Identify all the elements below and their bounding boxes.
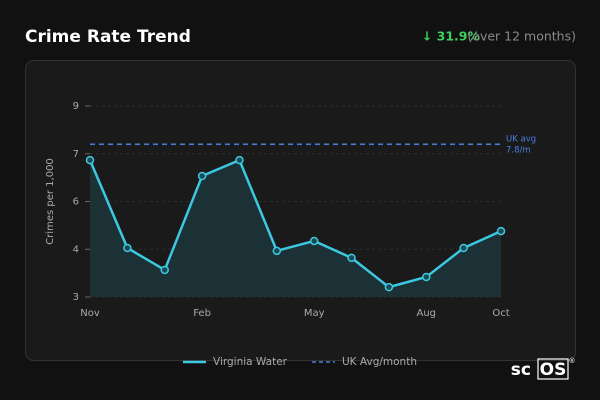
x-tick-label: Feb xyxy=(193,308,211,319)
data-point xyxy=(459,243,468,253)
legend-label: UK Avg/month xyxy=(342,356,417,368)
data-point xyxy=(197,171,207,181)
area xyxy=(90,160,501,297)
data-point xyxy=(85,155,95,165)
x-tick-label: Oct xyxy=(492,308,509,319)
series-line xyxy=(88,158,502,289)
legend-label: Virginia Water xyxy=(213,356,288,368)
change-note: (over 12 months) xyxy=(467,29,576,44)
y-tick-label: 9 xyxy=(73,101,79,112)
logo-box xyxy=(537,358,569,380)
y-tick-label: 7 xyxy=(73,149,79,160)
logo-boxed: OS xyxy=(540,360,567,380)
y-tick-label: 3 xyxy=(73,292,79,303)
data-point xyxy=(160,265,169,275)
data-point xyxy=(235,155,244,165)
title: Crime Rate Trend xyxy=(25,27,191,47)
data-point xyxy=(384,282,394,292)
logo-text: sc xyxy=(511,360,531,380)
x-tick-label: Nov xyxy=(80,308,100,319)
y-tick-label: 6 xyxy=(73,197,79,208)
logo-mark: ® xyxy=(569,357,576,365)
plot: Crimes per 1,000 3 4 6 7 9 Nov Feb May Aug Oct UK a… xyxy=(45,101,536,368)
data-point xyxy=(272,246,282,256)
x-tick-label: Aug xyxy=(417,308,437,319)
data-point xyxy=(309,236,319,246)
change-value: ↓ 31.9% xyxy=(422,29,481,44)
reference-sublabel: 7.8/m xyxy=(506,146,531,156)
x-tick-label: May xyxy=(304,308,325,319)
data-point xyxy=(347,253,356,263)
data-point xyxy=(422,272,431,282)
y-axis-label: Crimes per 1,000 xyxy=(45,158,56,245)
data-point xyxy=(123,243,132,253)
reference-label: UK avg xyxy=(506,135,536,145)
data-point xyxy=(496,226,506,236)
y-tick-label: 4 xyxy=(73,244,79,255)
